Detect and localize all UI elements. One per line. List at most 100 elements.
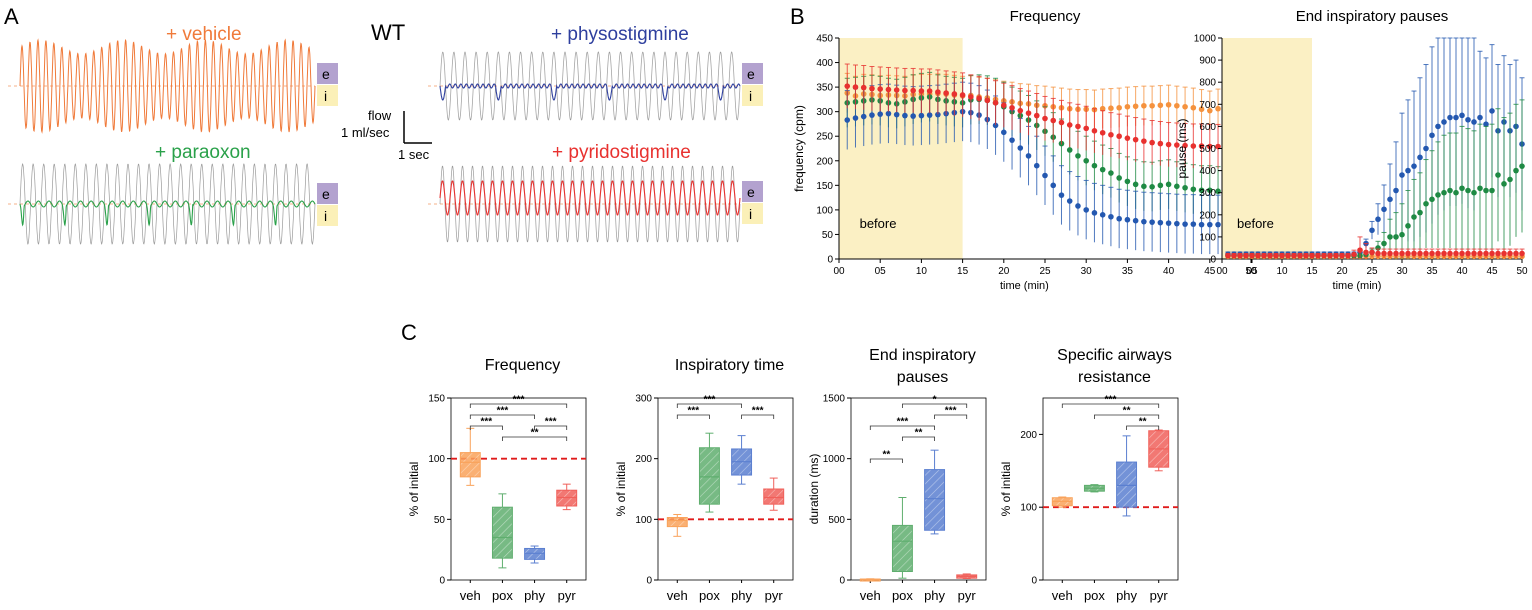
data-point	[1182, 221, 1188, 227]
data-point	[959, 92, 966, 98]
y-tick-label: 1500	[823, 394, 846, 405]
data-point	[926, 88, 933, 94]
data-point	[1190, 104, 1197, 111]
data-point	[1215, 143, 1221, 150]
data-point	[910, 87, 916, 94]
x-tick-label: 20	[1336, 266, 1348, 277]
data-point	[902, 112, 908, 119]
group-label: pyr	[558, 588, 577, 603]
group-label: veh	[460, 588, 481, 603]
data-point	[1017, 145, 1024, 151]
bracket-line	[1094, 414, 1160, 419]
inspiration-label: i	[324, 208, 327, 224]
box-phy	[524, 545, 546, 564]
data-point	[877, 111, 883, 117]
chart-title: Inspiratory time	[675, 357, 784, 374]
data-point	[1477, 250, 1483, 257]
data-point	[1375, 250, 1381, 257]
data-point	[1033, 112, 1040, 119]
x-tick-label: 20	[998, 266, 1010, 277]
data-point	[1447, 187, 1453, 194]
chart-title: End inspiratory pauses	[1296, 8, 1449, 25]
data-point	[1345, 252, 1351, 259]
data-point	[1441, 250, 1447, 257]
y-tick-label: 0	[1210, 255, 1216, 266]
significance-stars: ***	[481, 417, 493, 428]
significance-stars: ***	[897, 417, 909, 428]
plot-frame	[657, 397, 794, 581]
data-point	[1099, 212, 1106, 218]
data-point	[1116, 104, 1122, 111]
phase-legend-vehicle: e i	[317, 63, 338, 106]
data-point	[1273, 252, 1279, 259]
data-point	[1099, 129, 1106, 136]
box-pox	[698, 432, 720, 513]
data-point	[976, 95, 982, 102]
expiration-label: e	[322, 66, 330, 82]
bracket-line	[676, 414, 710, 419]
data-point	[1174, 220, 1180, 227]
data-point	[1465, 187, 1471, 194]
data-point	[1149, 139, 1155, 146]
significance-stars: **	[882, 450, 890, 461]
y-axis-label: % of initial	[614, 462, 628, 517]
bracket-line	[934, 414, 968, 419]
data-point	[1141, 138, 1147, 144]
data-point	[1279, 252, 1285, 259]
data-point	[1387, 250, 1393, 257]
inspiration-box	[317, 85, 338, 106]
data-point	[1423, 200, 1429, 207]
bracket-line	[741, 414, 775, 419]
y-tick-label: 50	[434, 515, 446, 526]
x-tick-label: 00	[1216, 266, 1228, 277]
data-point	[1417, 250, 1423, 257]
before-period-label: before	[1237, 216, 1274, 231]
data-point	[1190, 186, 1197, 193]
iqr-box	[666, 517, 688, 528]
box-pyr	[956, 573, 978, 580]
iqr-box	[524, 547, 546, 560]
y-tick-label: 0	[839, 576, 845, 587]
trace-title-vehicle: + vehicle	[166, 24, 242, 45]
x-tick-label: 40	[1163, 266, 1175, 277]
data-point	[1477, 114, 1483, 121]
bracket-line	[1126, 425, 1160, 430]
expiration-box	[742, 181, 763, 202]
x-tick-label: 00	[833, 266, 845, 277]
significance-bracket: ***	[741, 406, 775, 419]
data-point	[1174, 102, 1180, 109]
data-point	[1411, 214, 1417, 220]
y-tick-label: 200	[635, 454, 652, 465]
y-tick-label: 800	[1199, 78, 1216, 89]
data-point	[1075, 153, 1081, 159]
genotype-label: WT	[371, 20, 405, 45]
expiration-box	[742, 63, 763, 84]
data-point	[1207, 187, 1213, 194]
chart-title: Frequency	[485, 357, 561, 374]
data-point	[1333, 252, 1339, 259]
data-point	[1033, 162, 1040, 169]
chart-title: Specific airways	[1057, 347, 1172, 364]
airway-resistance-boxplot: 0 100 200 veh pox phy pyr % of initial Specific …	[999, 347, 1179, 603]
inspiration-box	[742, 85, 763, 106]
data-point	[1489, 108, 1495, 114]
y-axis-label: duration (ms)	[807, 454, 821, 525]
panel-a: A WT + vehicle + paraoxon + physostigmin…	[4, 4, 763, 245]
data-point	[1471, 250, 1477, 257]
data-point	[1157, 219, 1164, 226]
phase-legend-physostigmine: e i	[742, 63, 763, 106]
data-point	[1042, 115, 1048, 122]
group-label: pox	[892, 588, 913, 603]
data-point	[1207, 107, 1213, 114]
significance-stars: ***	[1105, 395, 1117, 406]
significance-bracket: ***	[469, 395, 568, 408]
x-tick-label: 40	[1456, 266, 1468, 277]
data-point	[968, 94, 974, 100]
bracket-line	[1061, 403, 1160, 408]
significance-bracket: **	[502, 428, 568, 441]
significance-stars: **	[915, 428, 923, 439]
x-axis-label: time (min)	[1000, 280, 1049, 292]
data-point	[1165, 220, 1172, 226]
expiration-box	[317, 183, 338, 204]
data-point	[1207, 221, 1213, 228]
